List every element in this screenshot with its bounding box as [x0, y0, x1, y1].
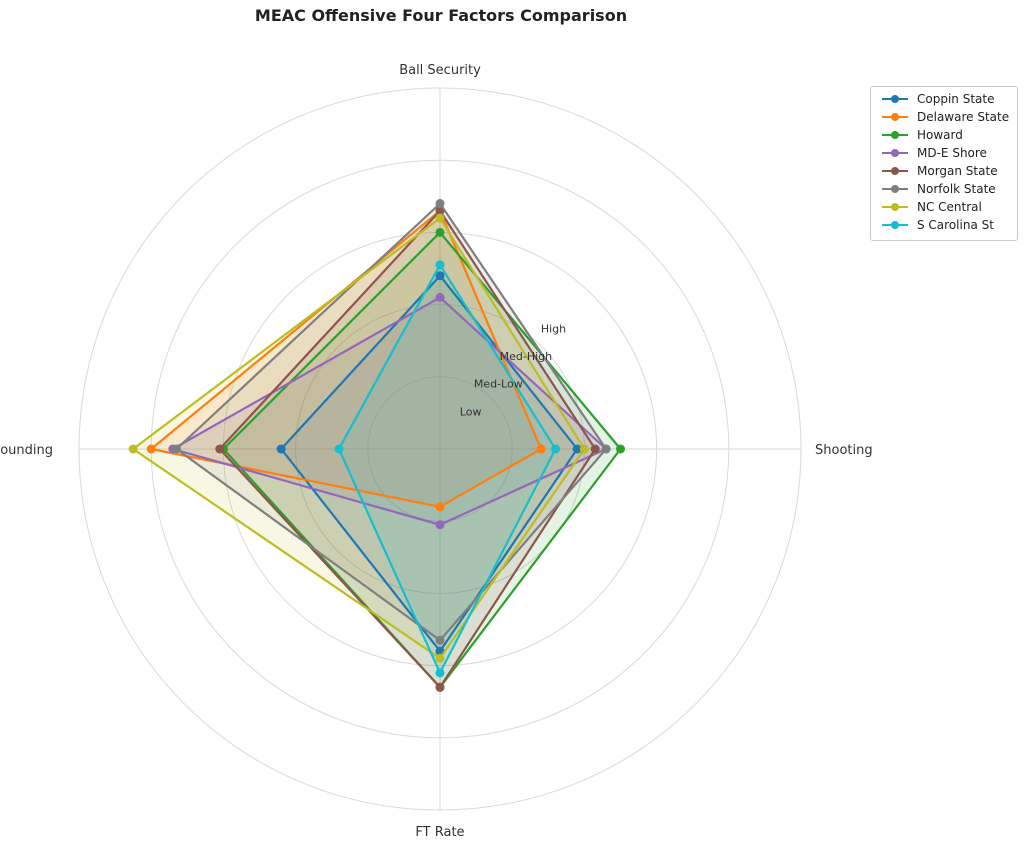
legend-item: MD-E Shore — [879, 144, 1009, 162]
data-point — [435, 213, 445, 223]
legend-item: Norfolk State — [879, 180, 1009, 198]
legend-label: MD-E Shore — [917, 146, 987, 160]
data-point — [572, 444, 582, 454]
legend-label: S Carolina St — [917, 218, 994, 232]
legend-item: NC Central — [879, 198, 1009, 216]
series-s-carolina-st — [334, 260, 561, 678]
legend-label: Delaware State — [917, 110, 1010, 124]
series-nc-central — [128, 213, 589, 663]
data-point — [590, 444, 600, 454]
series-coppin-state — [276, 271, 582, 656]
legend-item: Coppin State — [879, 90, 1009, 108]
axis-label: Ball Security — [399, 63, 481, 78]
axis-labels: Low Med-Low Med-High High Ball Security Shoot… — [0, 63, 873, 840]
data-point — [146, 444, 156, 454]
ring-tick-label: Med-High — [500, 350, 553, 363]
data-point — [334, 444, 344, 454]
data-point — [435, 520, 445, 530]
series-fill — [338, 264, 556, 673]
legend-swatch — [882, 221, 908, 229]
axis-label: FT Rate — [415, 825, 464, 840]
data-point — [435, 292, 445, 302]
ring-tick-label: Med-Low — [474, 378, 523, 391]
legend-label: Coppin State — [917, 92, 995, 106]
chart-title: MEAC Offensive Four Factors Comparison — [254, 6, 628, 25]
data-point — [128, 444, 138, 454]
data-point — [616, 444, 625, 454]
legend-swatch — [882, 185, 908, 193]
legend-swatch — [882, 131, 908, 139]
series-fill — [133, 218, 585, 659]
legend-label: Norfolk State — [917, 182, 996, 196]
legend-swatch — [882, 203, 908, 211]
data-point — [435, 653, 445, 663]
legend-item: Delaware State — [879, 108, 1009, 126]
axis-label: Shooting — [815, 443, 873, 458]
data-point — [435, 227, 445, 237]
data-point — [276, 444, 286, 454]
series-fill — [172, 297, 607, 525]
series-fill — [151, 210, 542, 507]
legend-item: Howard — [879, 126, 1009, 144]
data-point — [601, 444, 611, 454]
axis-label: Off Rebounding — [0, 443, 53, 458]
legend-item: Morgan State — [879, 162, 1009, 180]
ring-tick-label: Low — [460, 405, 482, 418]
legend-label: NC Central — [917, 200, 982, 214]
ring-tick-label: High — [541, 322, 566, 335]
data-point — [435, 682, 445, 692]
data-point — [435, 635, 445, 645]
legend-swatch — [882, 149, 908, 157]
data-point — [536, 444, 546, 454]
legend-swatch — [882, 113, 908, 121]
data-point — [435, 502, 445, 512]
data-point — [215, 444, 225, 454]
legend: Coppin State Delaware State Howard MD-E Sho… — [870, 86, 1018, 241]
data-point — [435, 260, 445, 270]
series-norfolk-state — [171, 199, 611, 645]
legend-label: Howard — [917, 128, 963, 142]
legend-swatch — [882, 167, 908, 175]
data-point — [435, 668, 445, 678]
data-point — [435, 199, 445, 209]
data-point — [171, 444, 181, 454]
legend-label: Morgan State — [917, 164, 998, 178]
series-lines — [128, 199, 625, 692]
series-morgan-state — [215, 206, 600, 692]
data-point — [551, 444, 561, 454]
legend-item: S Carolina St — [879, 216, 1009, 234]
data-point — [435, 271, 445, 281]
data-point — [579, 444, 589, 454]
legend-swatch — [882, 95, 908, 103]
